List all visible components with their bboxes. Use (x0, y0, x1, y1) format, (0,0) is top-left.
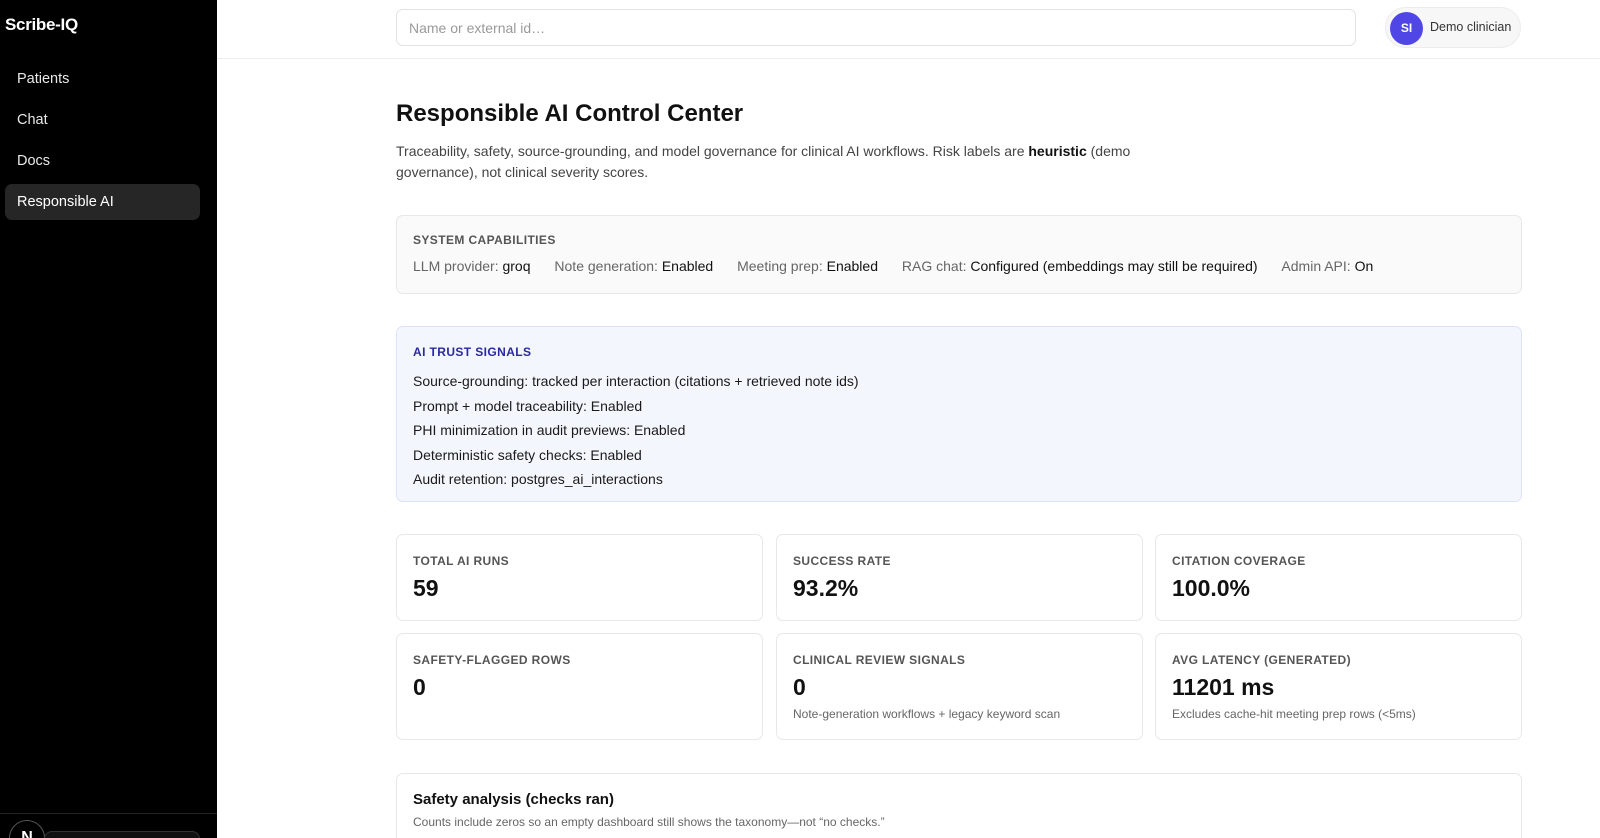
list-item: Deterministic safety checks: Enabled (413, 446, 642, 463)
card-label: SYSTEM CAPABILITIES (413, 233, 556, 247)
metric-value: 59 (413, 575, 439, 601)
safety-analysis-card: Safety analysis (checks ran) Counts incl… (396, 773, 1522, 838)
system-capabilities-card: SYSTEM CAPABILITIES LLM provider: groq N… (396, 215, 1522, 294)
sidebar-footer-control[interactable] (44, 831, 200, 838)
metric-citation-coverage: CITATION COVERAGE 100.0% (1155, 534, 1522, 621)
list-item: Source-grounding: tracked per interactio… (413, 373, 859, 389)
metric-label: SAFETY-FLAGGED ROWS (413, 653, 571, 667)
search-input[interactable] (396, 9, 1356, 46)
sidebar-item-chat[interactable]: Chat (17, 112, 48, 128)
description-bold: heuristic (1028, 143, 1087, 159)
sidebar-item-patients[interactable]: Patients (17, 71, 70, 87)
metric-value: 100.0% (1172, 575, 1251, 601)
metric-label: AVG LATENCY (GENERATED) (1172, 653, 1351, 667)
metric-value: 0 (793, 674, 806, 700)
sidebar-nav: Patients Chat Docs Responsible AI (5, 61, 200, 225)
metric-value: 93.2% (793, 575, 859, 601)
ai-trust-signals-card: AI TRUST SIGNALS Source-grounding: track… (396, 326, 1522, 502)
capability-note-generation: Note generation: Enabled (554, 258, 714, 274)
metric-success-rate: SUCCESS RATE 93.2% (776, 534, 1143, 621)
page-description: Traceability, safety, source-grounding, … (396, 141, 1156, 182)
user-name: Demo clinician (1430, 20, 1512, 34)
avatar: SI (1390, 12, 1423, 45)
capability-meeting-prep: Meeting prep: Enabled (737, 258, 878, 274)
metric-label: TOTAL AI RUNS (413, 554, 510, 568)
metric-label: CLINICAL REVIEW SIGNALS (793, 653, 966, 667)
capabilities-row: LLM provider: groq Note generation: Enab… (413, 258, 1393, 274)
trust-signals-list: Source-grounding: tracked per interactio… (413, 369, 859, 492)
metric-value: 11201 ms (1172, 674, 1275, 700)
top-bar: SI Demo clinician (217, 0, 1600, 59)
description-text-end: (demo governance), not clinical severity… (396, 143, 1131, 180)
capability-llm-provider: LLM provider: groq (413, 258, 531, 274)
page-title: Responsible AI Control Center (396, 100, 744, 127)
metric-label: CITATION COVERAGE (1172, 554, 1306, 568)
next-logo-icon[interactable]: N (9, 820, 45, 838)
metric-label: SUCCESS RATE (793, 554, 891, 568)
metric-clinical-review-signals: CLINICAL REVIEW SIGNALS 0 Note-generatio… (776, 633, 1143, 740)
sidebar-item-docs[interactable]: Docs (17, 153, 51, 169)
description-text: Traceability, safety, source-grounding, … (396, 143, 1029, 159)
metric-note: Note-generation workflows + legacy keywo… (793, 707, 1061, 721)
sidebar-footer: N (0, 813, 217, 838)
sidebar: Scribe-IQ Patients Chat Docs Responsible… (0, 0, 217, 838)
sidebar-item-responsible-ai[interactable]: Responsible AI (5, 184, 200, 220)
list-item: PHI minimization in audit previews: Enab… (413, 422, 686, 438)
metric-value: 0 (413, 674, 426, 700)
capability-rag-chat: RAG chat: Configured (embeddings may sti… (901, 258, 1258, 274)
metric-avg-latency: AVG LATENCY (GENERATED) 11201 ms Exclude… (1155, 633, 1522, 740)
user-menu[interactable]: SI Demo clinician (1385, 7, 1521, 48)
card-label: AI TRUST SIGNALS (413, 345, 532, 359)
section-subtitle: Counts include zeros so an empty dashboa… (413, 815, 885, 829)
metric-note: Excludes cache-hit meeting prep rows (<5… (1172, 707, 1416, 721)
list-item: Prompt + model traceability: Enabled (413, 397, 643, 414)
section-title: Safety analysis (checks ran) (413, 791, 614, 808)
metric-safety-flagged-rows: SAFETY-FLAGGED ROWS 0 (396, 633, 763, 740)
list-item: Audit retention: postgres_ai_interaction… (413, 471, 663, 487)
brand-logo[interactable]: Scribe-IQ (5, 15, 78, 34)
capability-admin-api: Admin API: On (1281, 258, 1374, 274)
metric-total-ai-runs: TOTAL AI RUNS 59 (396, 534, 763, 621)
